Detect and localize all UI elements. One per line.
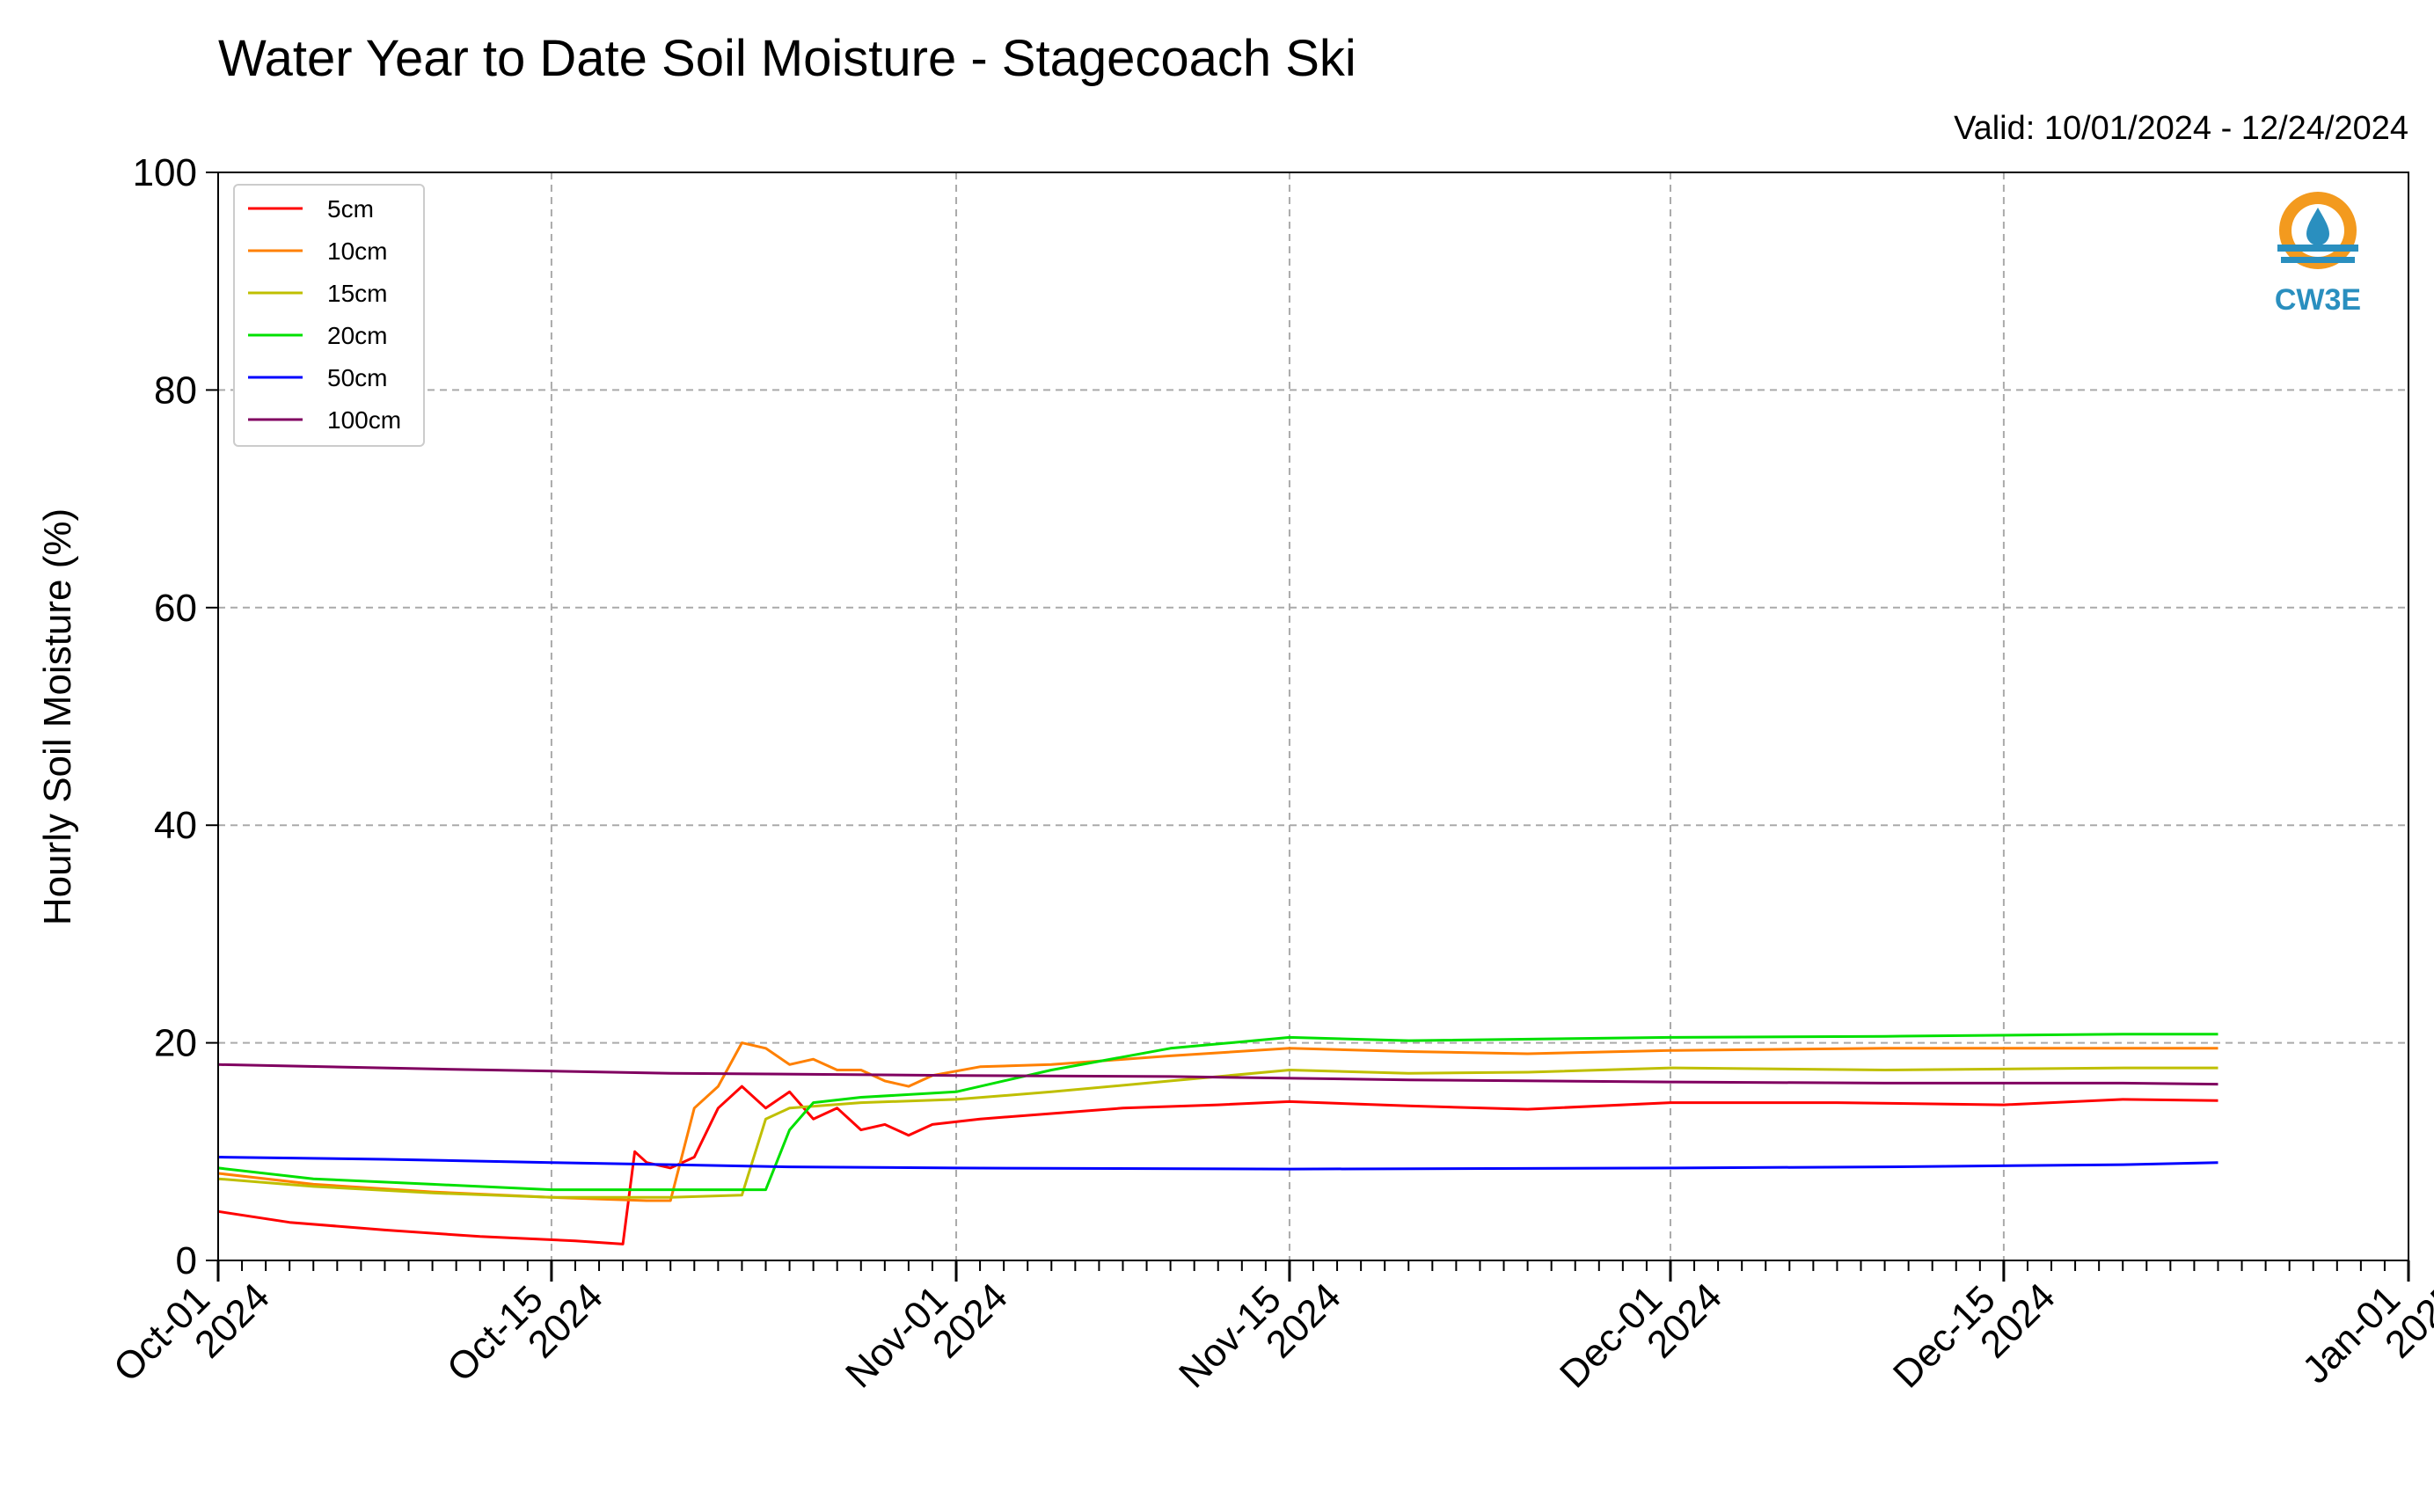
series-line-20cm xyxy=(217,1033,2218,1192)
cw3e-logo: CW3E xyxy=(2275,192,2361,317)
legend-label: 5cm xyxy=(327,195,374,223)
legend-label: 15cm xyxy=(327,280,387,307)
series-line-5cm xyxy=(217,1085,2218,1245)
legend: 5cm 10cm 15cm 20cm 50cm 100cm xyxy=(233,184,425,447)
grid-lines xyxy=(217,172,2409,1261)
y-tick-label: 80 xyxy=(154,369,197,412)
data-series xyxy=(217,1033,2218,1245)
logo-wave-icon xyxy=(2281,257,2355,263)
legend-label: 50cm xyxy=(327,364,387,391)
series-line-15cm xyxy=(217,1066,2218,1199)
series-line-50cm xyxy=(217,1156,2218,1171)
plot-frame xyxy=(217,172,2409,1261)
valid-date-range: Valid: 10/01/2024 - 12/24/2024 xyxy=(1954,110,2408,147)
series-line-10cm xyxy=(217,1041,2218,1202)
series-line-100cm xyxy=(217,1063,2218,1086)
logo-text: CW3E xyxy=(2275,283,2361,317)
y-tick-label: 60 xyxy=(154,587,197,630)
logo-wave-icon xyxy=(2277,245,2358,252)
y-tick-label: 100 xyxy=(133,151,197,194)
legend-label: 10cm xyxy=(327,237,387,265)
chart-title: Water Year to Date Soil Moisture - Stage… xyxy=(218,30,1356,87)
y-tick-label: 0 xyxy=(176,1239,197,1282)
legend-label: 20cm xyxy=(327,322,387,349)
y-tick-label: 20 xyxy=(154,1022,197,1065)
y-tick-label: 40 xyxy=(154,804,197,847)
water-drop-icon xyxy=(2306,208,2329,245)
y-axis-label: Hourly Soil Moisture (%) xyxy=(36,508,79,925)
legend-label: 100cm xyxy=(327,406,401,434)
